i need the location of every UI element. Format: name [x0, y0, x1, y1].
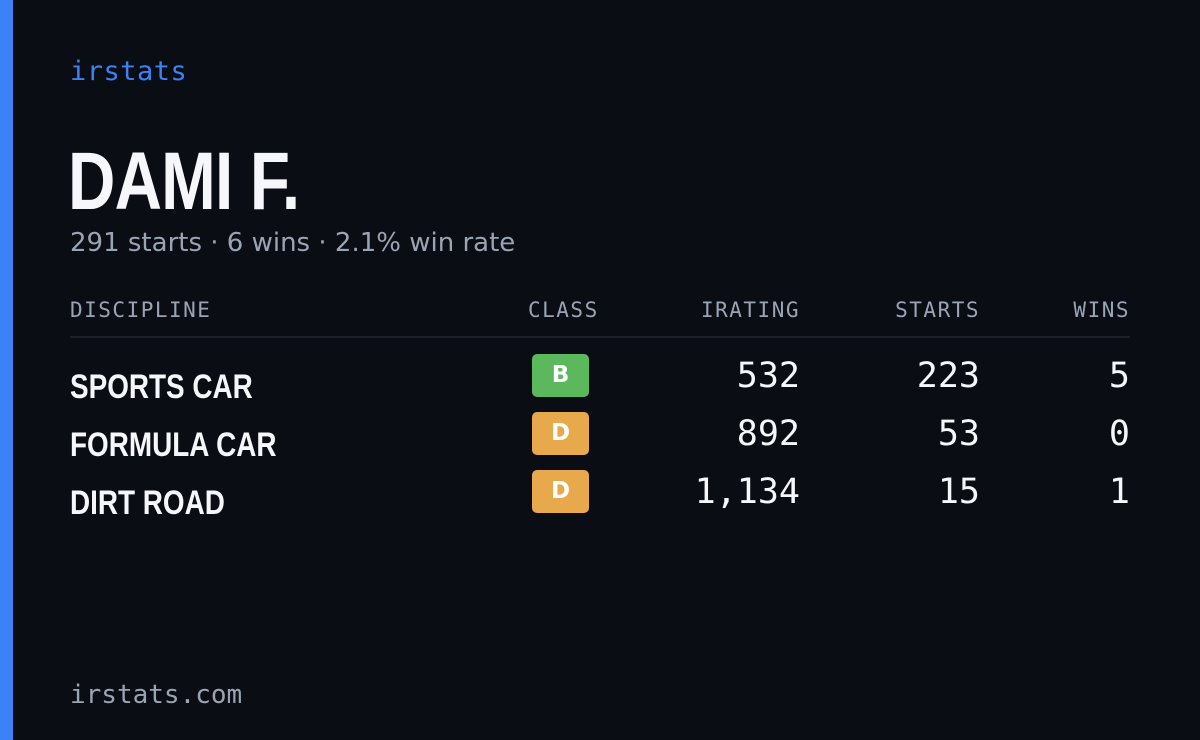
header-class: CLASS [528, 298, 599, 322]
table-row: DIRT ROAD D 1,134 15 1 [70, 470, 1130, 528]
accent-bar [0, 0, 13, 740]
irating-value: 892 [736, 414, 800, 454]
header-discipline: DISCIPLINE [70, 298, 212, 322]
discipline-name: DIRT ROAD [70, 484, 225, 522]
driver-name: DAMI F. [68, 136, 300, 227]
stats-table: DISCIPLINE CLASS IRATING STARTS WINS SPO… [70, 296, 1130, 528]
irating-value: 532 [736, 356, 800, 396]
brand-logo: irstats [70, 56, 188, 87]
header-wins: WINS [1073, 298, 1130, 322]
discipline-name: SPORTS CAR [70, 368, 253, 406]
table-body: SPORTS CAR B 532 223 5 FORMULA CAR D 892… [70, 354, 1130, 528]
table-header: DISCIPLINE CLASS IRATING STARTS WINS [70, 296, 1130, 338]
table-row: SPORTS CAR B 532 223 5 [70, 354, 1130, 412]
starts-value: 53 [937, 414, 980, 454]
class-badge: D [532, 412, 589, 455]
driver-summary: 291 starts · 6 wins · 2.1% win rate [70, 228, 516, 258]
wins-value: 1 [1108, 472, 1130, 512]
footer-domain: irstats.com [70, 680, 243, 710]
table-row: FORMULA CAR D 892 53 0 [70, 412, 1130, 470]
discipline-name: FORMULA CAR [70, 426, 277, 464]
wins-value: 5 [1108, 356, 1130, 396]
starts-value: 15 [937, 472, 980, 512]
class-badge: B [532, 354, 589, 397]
header-irating: IRATING [700, 298, 800, 322]
wins-value: 0 [1108, 414, 1130, 454]
class-badge: D [532, 470, 589, 513]
irating-value: 1,134 [694, 472, 800, 512]
starts-value: 223 [916, 356, 980, 396]
header-starts: STARTS [895, 298, 980, 322]
